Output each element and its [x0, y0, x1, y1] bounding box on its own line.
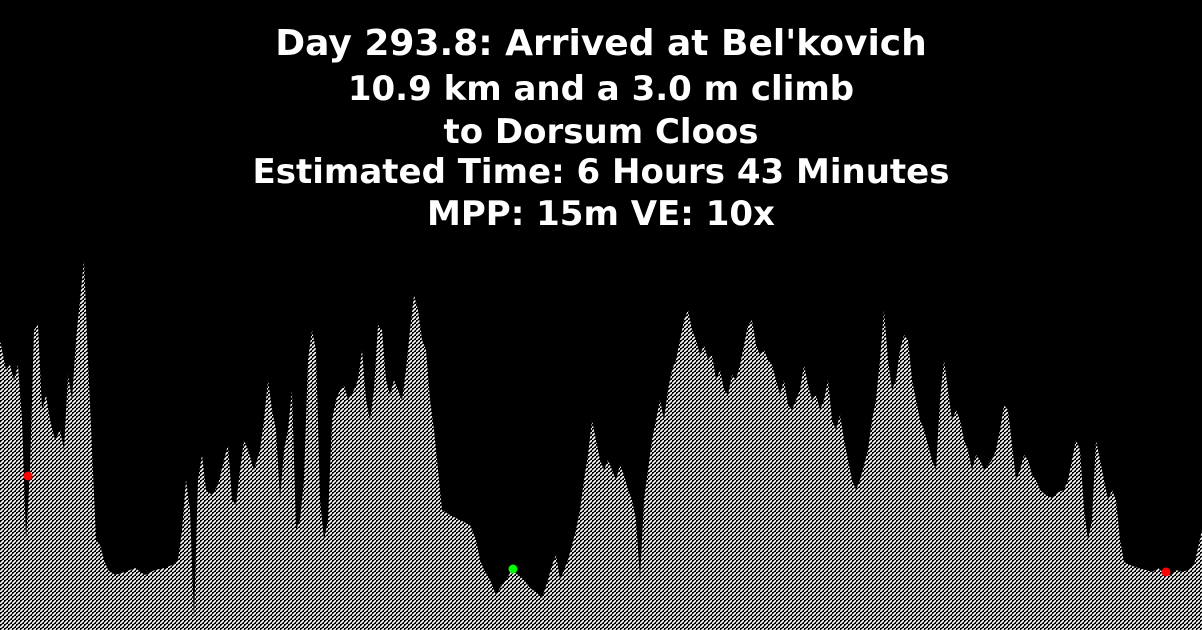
title-line-estimated-time: Estimated Time: 6 Hours 43 Minutes — [252, 152, 950, 192]
title-line-destination: to Dorsum Cloos — [443, 112, 759, 152]
end-point-marker — [1161, 567, 1171, 577]
start-point-marker — [23, 471, 33, 481]
title-line-scale: MPP: 15m VE: 10x — [427, 194, 775, 234]
current-position-marker — [508, 564, 518, 574]
title-block: Day 293.8: Arrived at Bel'kovich 10.9 km… — [0, 22, 1202, 236]
terrain-profile-area — [0, 260, 1202, 630]
title-line-distance: 10.9 km and a 3.0 m climb — [347, 69, 855, 109]
title-line-day: Day 293.8: Arrived at Bel'kovich — [275, 23, 927, 64]
